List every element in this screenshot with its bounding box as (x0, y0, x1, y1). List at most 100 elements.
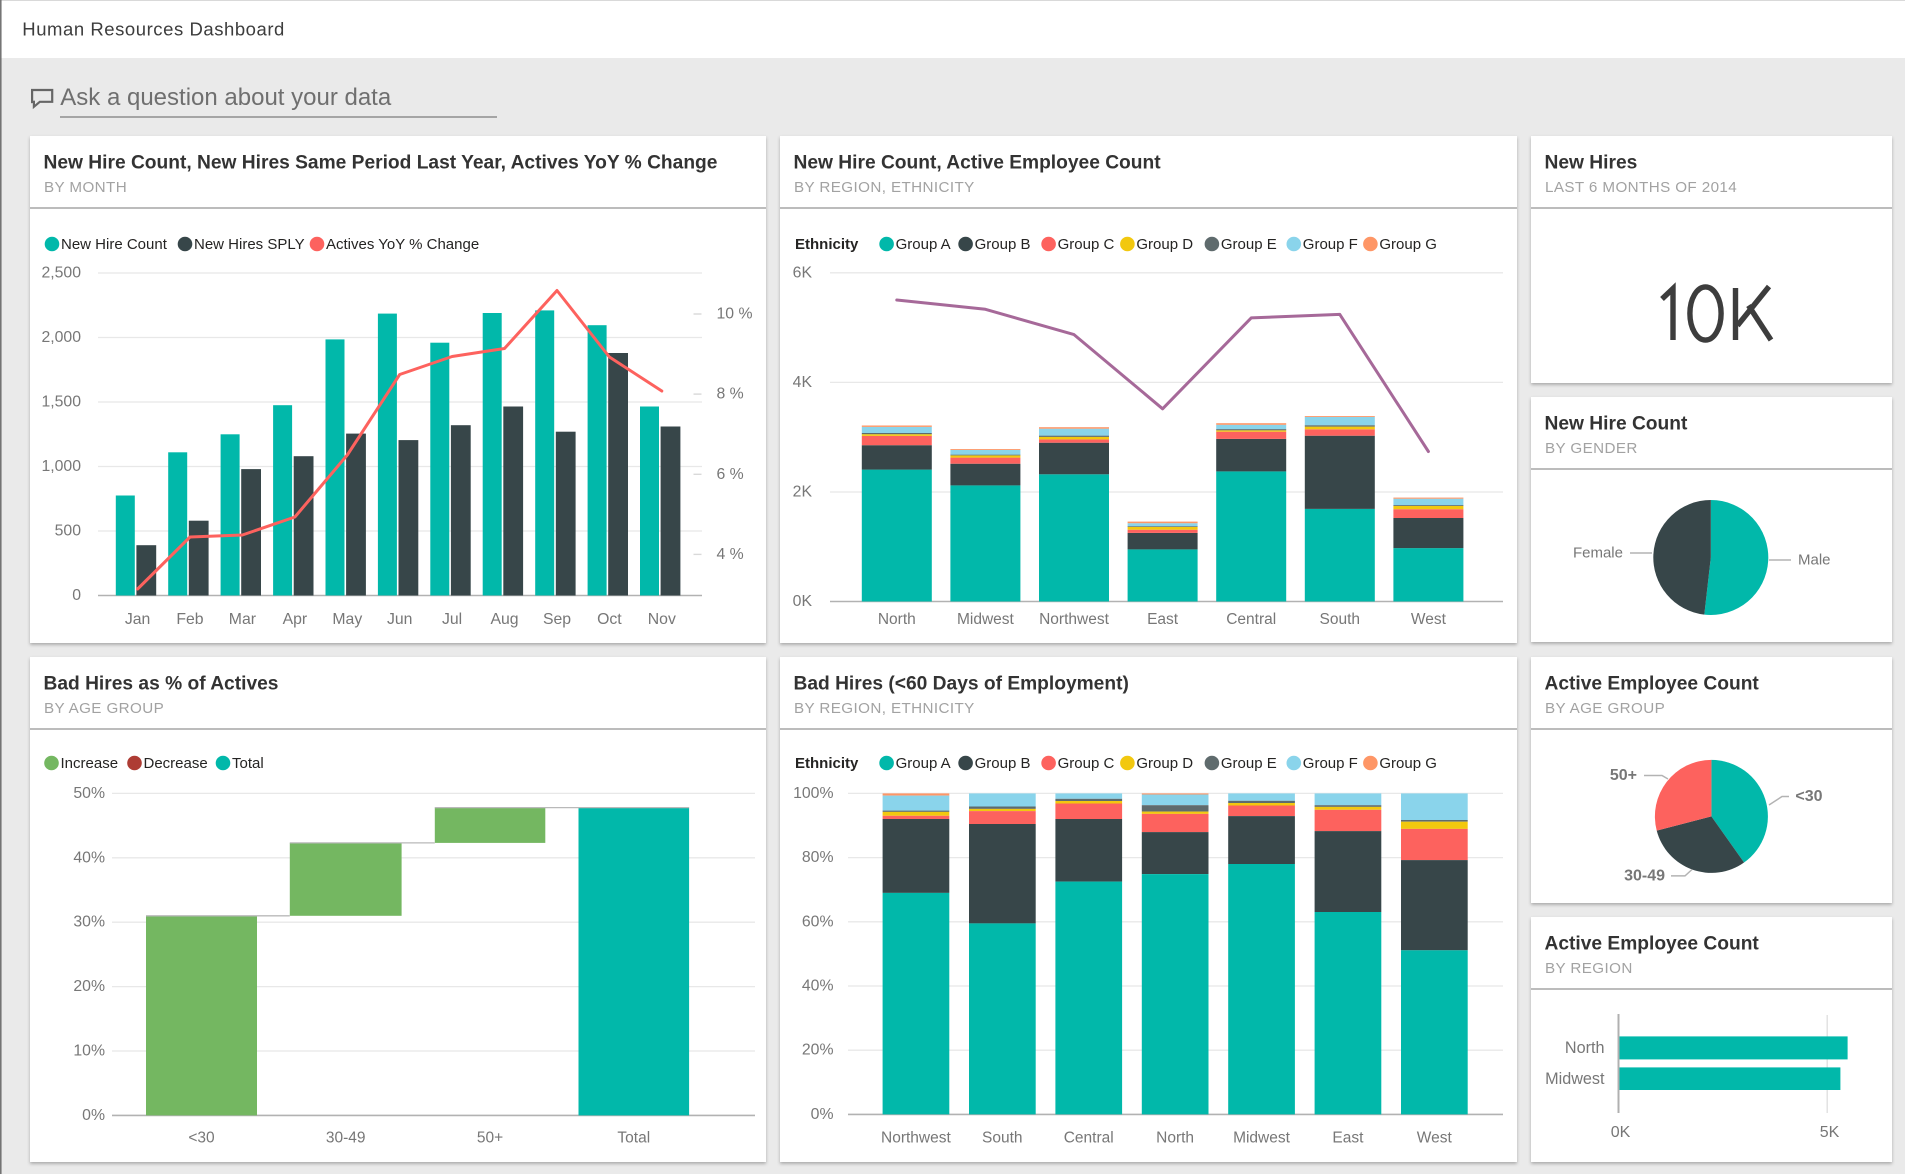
svg-text:5K: 5K (1820, 1124, 1840, 1141)
svg-text:60%: 60% (802, 913, 834, 930)
svg-text:New Hires: New Hires (1545, 153, 1638, 174)
svg-text:Nov: Nov (648, 611, 676, 628)
svg-text:20%: 20% (73, 978, 105, 995)
svg-text:Group D: Group D (1136, 755, 1193, 772)
svg-text:Mar: Mar (229, 611, 256, 628)
svg-text:New Hire Count: New Hire Count (1545, 414, 1688, 435)
svg-text:BY REGION: BY REGION (1545, 960, 1633, 977)
svg-text:50+: 50+ (477, 1130, 503, 1147)
svg-text:4 %: 4 % (717, 546, 744, 563)
svg-text:Sep: Sep (543, 611, 571, 628)
svg-text:1,000: 1,000 (41, 458, 81, 475)
svg-text:Group A: Group A (896, 755, 951, 772)
svg-text:Group F: Group F (1303, 755, 1358, 772)
svg-text:Total: Total (617, 1130, 650, 1147)
svg-text:Bad Hires as % of Actives: Bad Hires as % of Actives (44, 674, 279, 695)
svg-text:Oct: Oct (597, 611, 622, 628)
svg-text:6K: 6K (793, 264, 813, 281)
svg-text:Group B: Group B (975, 755, 1031, 772)
svg-text:30%: 30% (73, 914, 105, 931)
svg-text:Group E: Group E (1221, 755, 1277, 772)
svg-text:Midwest: Midwest (1233, 1130, 1291, 1147)
svg-text:Bad Hires (<60 Days of Employm: Bad Hires (<60 Days of Employment) (794, 674, 1129, 695)
svg-text:North: North (1156, 1130, 1194, 1147)
svg-text:20%: 20% (802, 1042, 834, 1059)
svg-text:BY AGE GROUP: BY AGE GROUP (1545, 700, 1665, 717)
svg-text:6 %: 6 % (717, 466, 744, 483)
svg-text:New Hires SPLY: New Hires SPLY (194, 236, 305, 253)
svg-text:May: May (332, 611, 362, 628)
svg-text:New Hire Count, New Hires Same: New Hire Count, New Hires Same Period La… (44, 153, 718, 174)
svg-text:30-49: 30-49 (1624, 867, 1665, 884)
svg-text:Group D: Group D (1136, 236, 1193, 253)
svg-text:Aug: Aug (490, 611, 518, 628)
svg-text:Midwest: Midwest (1545, 1070, 1605, 1088)
svg-text:Group C: Group C (1058, 236, 1115, 253)
svg-text:Actives YoY % Change: Actives YoY % Change (326, 236, 479, 253)
svg-text:BY MONTH: BY MONTH (44, 179, 127, 196)
svg-text:Northwest: Northwest (1039, 611, 1109, 628)
svg-text:Group F: Group F (1303, 236, 1358, 253)
svg-text:North: North (1565, 1039, 1605, 1057)
svg-text:BY GENDER: BY GENDER (1545, 440, 1638, 457)
svg-text:Feb: Feb (176, 611, 203, 628)
svg-text:0K: 0K (793, 593, 813, 610)
svg-text:Apr: Apr (283, 611, 308, 628)
svg-text:Group A: Group A (896, 236, 951, 253)
svg-text:4K: 4K (793, 374, 813, 391)
svg-text:Group E: Group E (1221, 236, 1277, 253)
svg-text:0K: 0K (1611, 1124, 1631, 1141)
svg-text:Ask a question about your data: Ask a question about your data (60, 84, 392, 111)
svg-text:East: East (1147, 611, 1179, 628)
svg-text:West: West (1411, 611, 1447, 628)
svg-text:Group C: Group C (1058, 755, 1115, 772)
svg-text:New Hire Count, Active Employe: New Hire Count, Active Employee Count (794, 153, 1162, 174)
svg-text:Total: Total (232, 755, 264, 772)
svg-text:Ethnicity: Ethnicity (795, 236, 859, 253)
svg-text:Female: Female (1573, 545, 1623, 562)
svg-text:50+: 50+ (1610, 767, 1637, 784)
svg-text:Active Employee Count: Active Employee Count (1545, 674, 1760, 695)
svg-text:8 %: 8 % (717, 386, 744, 403)
svg-text:Group G: Group G (1379, 236, 1437, 253)
svg-text:Jun: Jun (387, 611, 412, 628)
svg-text:South: South (982, 1130, 1023, 1147)
svg-text:BY AGE GROUP: BY AGE GROUP (44, 700, 164, 717)
svg-text:Central: Central (1064, 1130, 1114, 1147)
svg-text:2K: 2K (793, 484, 813, 501)
svg-text:2,500: 2,500 (41, 265, 81, 282)
svg-text:South: South (1320, 611, 1361, 628)
svg-text:Active Employee Count: Active Employee Count (1545, 934, 1760, 955)
svg-text:North: North (878, 611, 916, 628)
svg-text:2,000: 2,000 (41, 329, 81, 346)
svg-text:500: 500 (55, 523, 82, 540)
svg-text:Jan: Jan (125, 611, 150, 628)
svg-text:Group B: Group B (975, 236, 1031, 253)
svg-text:East: East (1332, 1130, 1364, 1147)
svg-text:Northwest: Northwest (881, 1130, 951, 1147)
svg-text:Group G: Group G (1379, 755, 1437, 772)
svg-text:0%: 0% (811, 1106, 834, 1123)
svg-text:30-49: 30-49 (326, 1130, 366, 1147)
svg-text:BY REGION, ETHNICITY: BY REGION, ETHNICITY (794, 700, 975, 717)
svg-text:Central: Central (1226, 611, 1276, 628)
svg-text:Human Resources Dashboard: Human Resources Dashboard (22, 19, 285, 40)
svg-text:Midwest: Midwest (957, 611, 1015, 628)
svg-text:0%: 0% (82, 1107, 105, 1124)
svg-text:40%: 40% (802, 978, 834, 995)
svg-text:1,500: 1,500 (41, 394, 81, 411)
svg-text:50%: 50% (73, 785, 105, 802)
svg-text:BY REGION, ETHNICITY: BY REGION, ETHNICITY (794, 179, 975, 196)
svg-text:10 %: 10 % (717, 306, 753, 323)
svg-text:10%: 10% (73, 1043, 105, 1060)
svg-text:<30: <30 (1795, 788, 1822, 805)
svg-text:80%: 80% (802, 849, 834, 866)
svg-text:Decrease: Decrease (144, 755, 208, 772)
svg-text:Male: Male (1798, 552, 1831, 569)
svg-text:LAST 6 MONTHS OF 2014: LAST 6 MONTHS OF 2014 (1545, 179, 1737, 196)
svg-text:<30: <30 (188, 1130, 215, 1147)
svg-text:Ethnicity: Ethnicity (795, 755, 859, 772)
svg-text:0: 0 (72, 587, 81, 604)
svg-text:West: West (1417, 1130, 1453, 1147)
svg-text:40%: 40% (73, 849, 105, 866)
